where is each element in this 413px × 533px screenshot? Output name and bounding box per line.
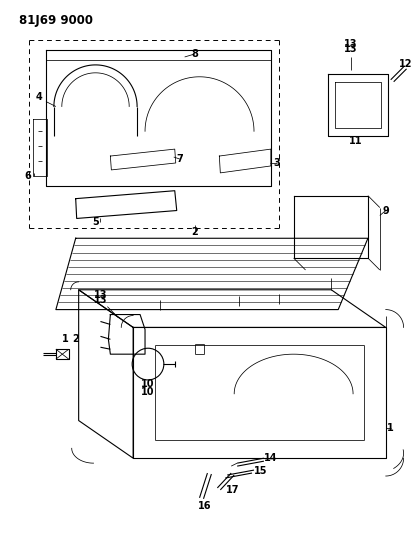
Text: 13: 13 [93,295,107,305]
Text: 12: 12 [398,59,411,69]
Text: 7: 7 [176,154,183,164]
Text: 8: 8 [191,49,197,59]
Text: 13: 13 [93,290,107,300]
Text: 13: 13 [344,39,357,49]
Text: 14: 14 [263,453,277,463]
Text: 1: 1 [62,334,69,344]
Text: 81J69 9000: 81J69 9000 [19,14,93,27]
Text: 10: 10 [141,379,154,389]
Text: 17: 17 [225,485,238,495]
Text: 11: 11 [349,136,362,146]
Text: 6: 6 [25,171,31,181]
Text: 9: 9 [382,206,388,215]
Text: 10: 10 [141,387,154,397]
Text: 4: 4 [36,92,42,102]
Text: 3: 3 [273,158,280,168]
Text: 13: 13 [344,44,357,54]
Text: 16: 16 [197,500,211,511]
Text: 5: 5 [92,217,99,228]
Text: 2: 2 [191,227,197,237]
Text: 2: 2 [72,334,79,344]
Text: 1: 1 [387,424,393,433]
Text: 15: 15 [254,466,267,476]
